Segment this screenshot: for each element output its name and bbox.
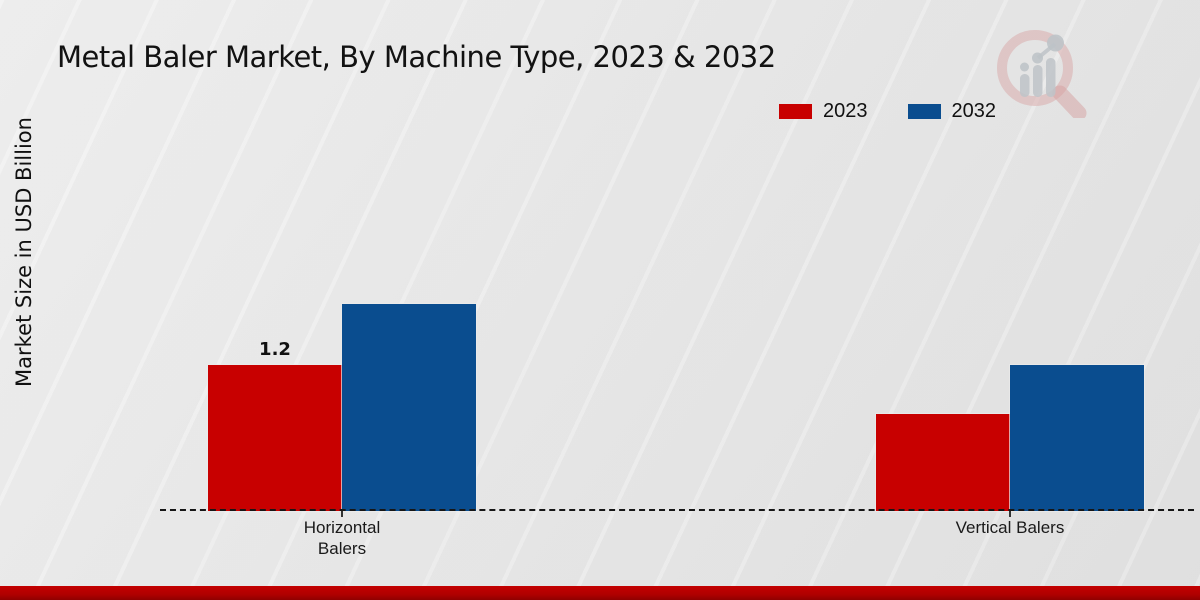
bottom-accent-bar xyxy=(0,586,1200,600)
bar-2032-horizontal-balers xyxy=(342,304,476,511)
legend-swatch-2023-icon xyxy=(779,104,812,119)
legend-label-2023: 2023 xyxy=(823,100,868,122)
category-label-vertical-balers: Vertical Balers xyxy=(955,518,1065,537)
bar-value-label: 1.2 xyxy=(259,339,291,360)
legend-label-2032: 2032 xyxy=(951,100,997,122)
x-axis-baseline xyxy=(160,509,1194,511)
page-title: Metal Baler Market, By Machine Type, 202… xyxy=(57,40,776,74)
bar-2032-vertical-balers xyxy=(1010,365,1144,511)
bar-2023-vertical-balers xyxy=(876,414,1010,511)
legend-item-2023: 2023 xyxy=(779,100,868,123)
x-axis-tick xyxy=(341,511,343,517)
legend: 2023 2032 xyxy=(779,100,996,123)
magnifier-bar-chart-logo-icon xyxy=(997,30,1087,118)
bar-2023-horizontal-balers xyxy=(208,365,342,511)
x-axis-tick xyxy=(1009,511,1011,517)
legend-swatch-2032-icon xyxy=(907,104,941,119)
y-axis-label: Market Size in USD Billion xyxy=(12,117,36,387)
legend-item-2032: 2032 xyxy=(907,100,997,123)
category-label-horizontal-balers: Horizontal Balers xyxy=(303,518,381,558)
